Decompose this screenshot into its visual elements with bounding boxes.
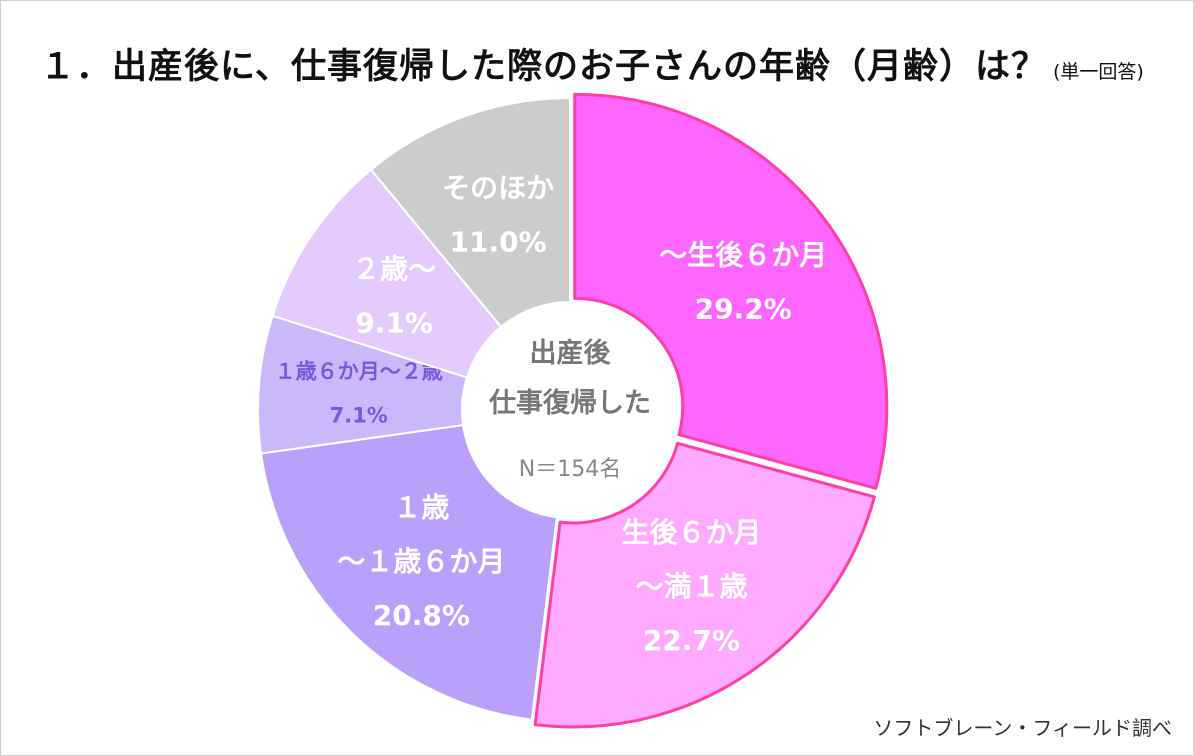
slice-value-label-5: 9.1% [355,307,433,340]
center-label-line2: 仕事復帰した [488,387,651,419]
chart-title-text: １．出産後に、仕事復帰した際のお子さんの年齢（月齢）は？ [40,47,1047,87]
slice-category-label-3: １歳 [393,491,449,524]
donut-slice-5 [271,168,503,379]
slice-value-label-1: 29.2% [695,292,792,325]
donut-slice-2 [533,441,876,729]
slice-category-label-6: そのほか [442,172,554,205]
source-credit: ソフトブレーン・フィールド調べ [873,716,1172,740]
slice-value-label-6: 11.0% [450,226,547,259]
center-label-line1: 出産後 [530,337,612,369]
slice-category-label-5: ２歳～ [352,253,436,286]
slice-category-label-1: ～生後６か月 [659,238,827,271]
chart-title: １．出産後に、仕事復帰した際のお子さんの年齢（月齢）は？ (単一回答) [40,38,1144,89]
donut-slice-6 [369,97,571,328]
center-sample-size: N＝154名 [519,457,621,482]
slice-category-label-4: １歳６か月～２歳 [275,359,443,383]
donut-slice-3 [260,424,558,721]
slice-category-label-3: ～１歳６か月 [337,545,505,578]
slice-value-label-2: 22.7% [643,624,740,657]
slice-value-label-4: 7.1% [330,403,388,427]
chart-title-note: (単一回答) [1052,61,1144,83]
slice-value-label-3: 20.8% [373,599,470,632]
donut-slice-1 [573,92,889,490]
slice-category-label-2: ～満１歳 [635,570,747,603]
slice-category-label-2: 生後６か月 [621,516,761,549]
